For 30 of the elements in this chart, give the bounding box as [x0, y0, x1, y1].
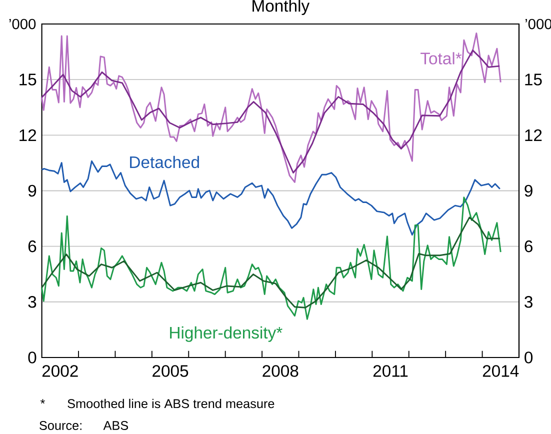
x-tick-label: 2014 — [482, 365, 519, 377]
y2-tick-label: 0 — [524, 352, 533, 364]
y-tick-label: 15 — [20, 74, 36, 86]
line-series — [41, 196, 502, 320]
y-tick-label: 3 — [28, 296, 36, 308]
y2-tick-label: 15 — [525, 74, 542, 86]
y2-tick-label: 3 — [524, 296, 532, 308]
x-tick-label: 2005 — [152, 365, 188, 377]
chart-title: Monthly — [252, 0, 310, 16]
source-note: Source: — [40, 421, 82, 430]
line-series — [41, 216, 501, 308]
series-label: Detached — [130, 156, 199, 168]
y2-tick-label: 9 — [524, 184, 532, 197]
series-label: Total* — [420, 52, 462, 64]
text: Smoothed line is ABS trend measure — [68, 398, 274, 408]
x-tick-label: 2002 — [42, 365, 78, 377]
y-tick-label: 12 — [20, 129, 36, 141]
series-label: Higher-density* — [170, 326, 282, 342]
y-tick-label: 6 — [28, 240, 36, 252]
text: ABS — [103, 421, 128, 430]
y2-tick-label: 6 — [524, 240, 532, 252]
y-axis-title: ’000 — [9, 18, 36, 30]
x-tick-label: 2008 — [262, 365, 298, 377]
y-tick-label: 9 — [28, 184, 36, 197]
text: * — [40, 399, 45, 404]
line-series — [41, 50, 500, 174]
y-tick-label: 0 — [28, 352, 36, 364]
x-tick-label: 2011 — [373, 365, 408, 377]
line-series — [41, 32, 502, 183]
y2-tick-label: 12 — [525, 129, 542, 141]
